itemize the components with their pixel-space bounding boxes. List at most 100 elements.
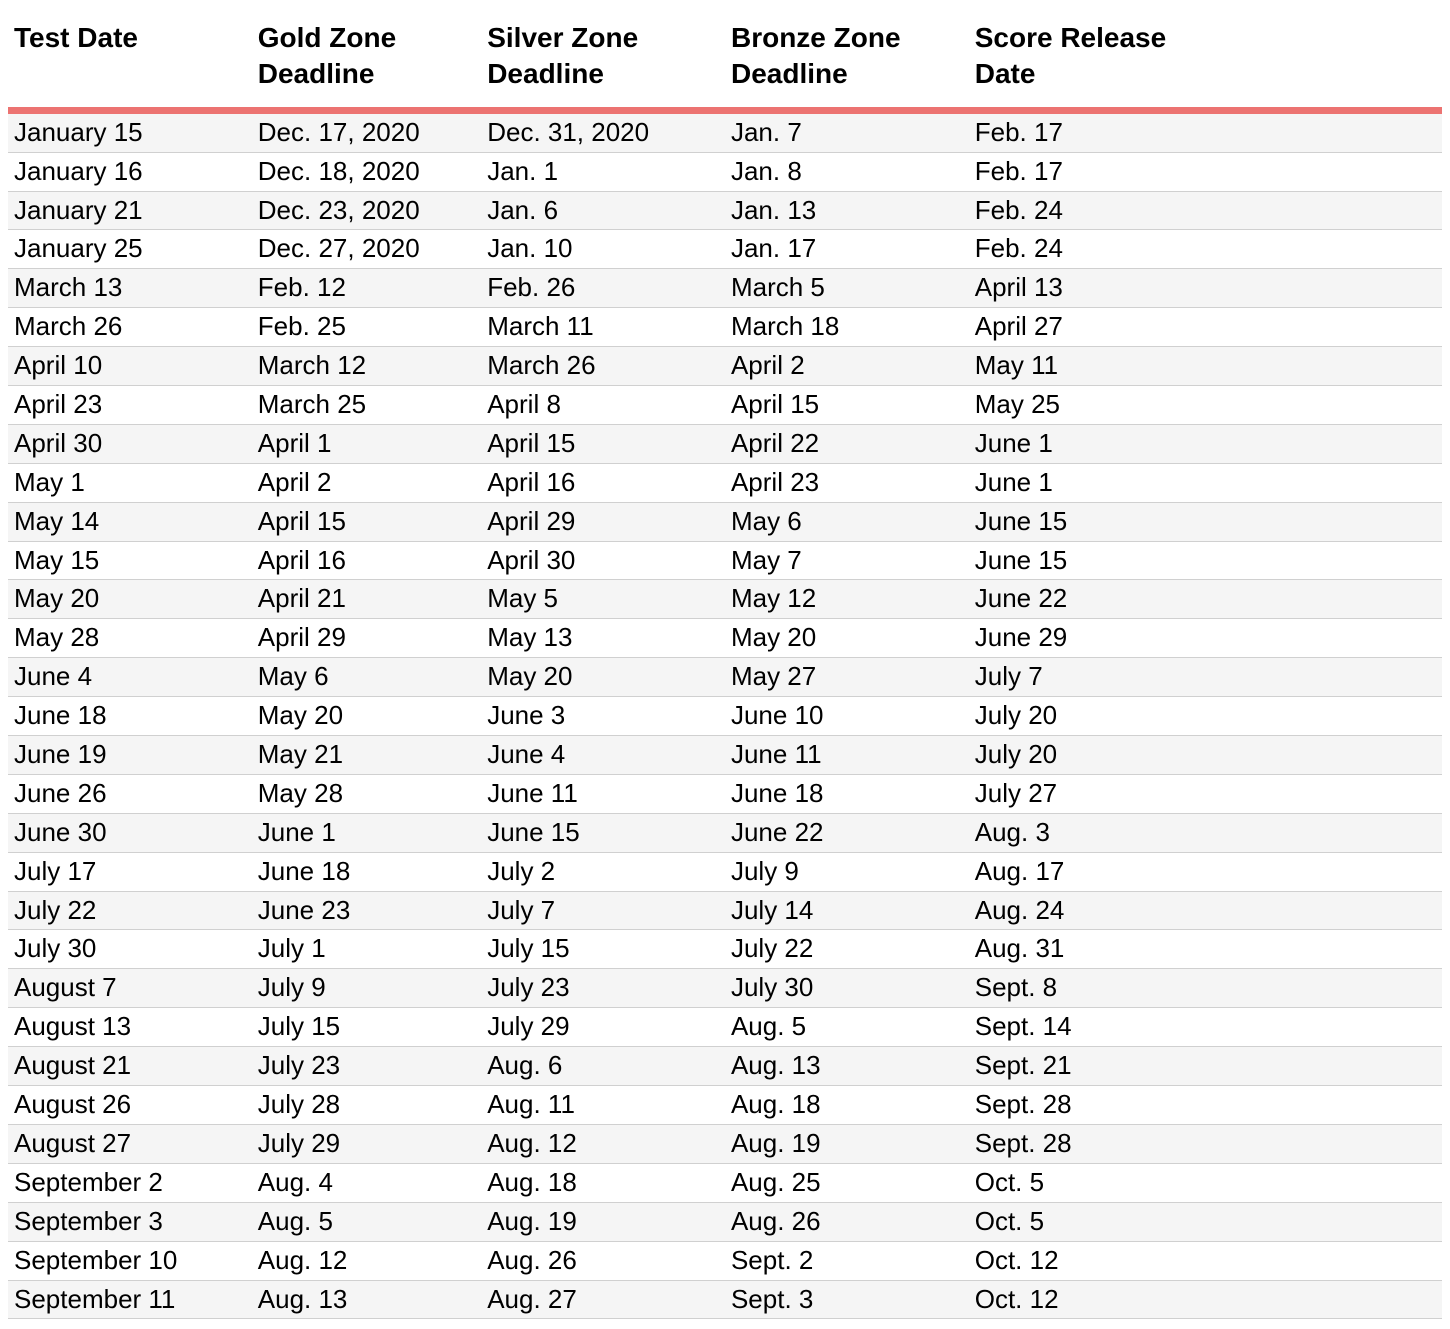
table-row: June 26May 28June 11June 18July 27	[8, 774, 1442, 813]
cell-score-release: Aug. 3	[969, 813, 1442, 852]
cell-gold-zone: July 15	[252, 1008, 481, 1047]
table-row: August 21July 23Aug. 6Aug. 13Sept. 21	[8, 1047, 1442, 1086]
cell-test-date: May 1	[8, 463, 252, 502]
cell-test-date: April 10	[8, 347, 252, 386]
cell-test-date: July 22	[8, 891, 252, 930]
col-header-label: Test Date	[14, 22, 138, 53]
cell-score-release: June 1	[969, 463, 1442, 502]
cell-bronze-zone: April 15	[725, 386, 969, 425]
cell-gold-zone: May 6	[252, 658, 481, 697]
cell-score-release: Oct. 5	[969, 1163, 1442, 1202]
cell-gold-zone: May 28	[252, 774, 481, 813]
cell-bronze-zone: Aug. 13	[725, 1047, 969, 1086]
cell-test-date: June 18	[8, 697, 252, 736]
cell-bronze-zone: Aug. 26	[725, 1202, 969, 1241]
cell-bronze-zone: Jan. 7	[725, 110, 969, 152]
cell-score-release: Sept. 21	[969, 1047, 1442, 1086]
cell-gold-zone: July 28	[252, 1086, 481, 1125]
cell-silver-zone: Aug. 27	[481, 1280, 725, 1319]
cell-score-release: May 11	[969, 347, 1442, 386]
cell-score-release: Feb. 24	[969, 191, 1442, 230]
cell-bronze-zone: April 22	[725, 424, 969, 463]
cell-gold-zone: July 1	[252, 930, 481, 969]
cell-bronze-zone: June 22	[725, 813, 969, 852]
cell-test-date: April 23	[8, 386, 252, 425]
cell-silver-zone: Aug. 11	[481, 1086, 725, 1125]
cell-score-release: June 1	[969, 424, 1442, 463]
cell-test-date: April 30	[8, 424, 252, 463]
table-row: August 26July 28Aug. 11Aug. 18Sept. 28	[8, 1086, 1442, 1125]
cell-test-date: May 28	[8, 619, 252, 658]
cell-bronze-zone: Jan. 8	[725, 152, 969, 191]
table-row: May 1April 2April 16April 23June 1	[8, 463, 1442, 502]
cell-silver-zone: Aug. 6	[481, 1047, 725, 1086]
cell-score-release: Oct. 12	[969, 1241, 1442, 1280]
cell-score-release: Feb. 17	[969, 152, 1442, 191]
cell-gold-zone: April 2	[252, 463, 481, 502]
table-row: January 15Dec. 17, 2020Dec. 31, 2020Jan.…	[8, 110, 1442, 152]
cell-silver-zone: May 20	[481, 658, 725, 697]
cell-gold-zone: June 18	[252, 852, 481, 891]
col-header-label: Gold ZoneDeadline	[258, 22, 396, 89]
table-row: August 7July 9July 23July 30Sept. 8	[8, 969, 1442, 1008]
cell-score-release: May 25	[969, 386, 1442, 425]
col-header-gold-zone: Gold ZoneDeadline	[252, 10, 481, 110]
cell-test-date: September 10	[8, 1241, 252, 1280]
cell-test-date: August 27	[8, 1124, 252, 1163]
cell-silver-zone: May 13	[481, 619, 725, 658]
cell-gold-zone: Dec. 17, 2020	[252, 110, 481, 152]
cell-test-date: June 26	[8, 774, 252, 813]
cell-test-date: May 20	[8, 580, 252, 619]
cell-test-date: May 14	[8, 502, 252, 541]
cell-test-date: August 7	[8, 969, 252, 1008]
cell-silver-zone: Jan. 1	[481, 152, 725, 191]
cell-gold-zone: Aug. 13	[252, 1280, 481, 1319]
cell-score-release: June 15	[969, 541, 1442, 580]
cell-silver-zone: July 23	[481, 969, 725, 1008]
cell-gold-zone: Feb. 25	[252, 308, 481, 347]
table-row: May 28April 29May 13May 20June 29	[8, 619, 1442, 658]
table-row: July 17June 18July 2July 9Aug. 17	[8, 852, 1442, 891]
cell-gold-zone: Aug. 4	[252, 1163, 481, 1202]
cell-score-release: June 22	[969, 580, 1442, 619]
table-row: June 4May 6May 20May 27July 7	[8, 658, 1442, 697]
cell-test-date: January 16	[8, 152, 252, 191]
col-header-label: Bronze ZoneDeadline	[731, 22, 901, 89]
cell-silver-zone: Feb. 26	[481, 269, 725, 308]
cell-test-date: June 4	[8, 658, 252, 697]
cell-silver-zone: Aug. 18	[481, 1163, 725, 1202]
col-header-label: Silver ZoneDeadline	[487, 22, 638, 89]
table-row: August 13July 15July 29Aug. 5Sept. 14	[8, 1008, 1442, 1047]
cell-test-date: July 30	[8, 930, 252, 969]
cell-bronze-zone: March 18	[725, 308, 969, 347]
cell-gold-zone: April 15	[252, 502, 481, 541]
cell-score-release: April 13	[969, 269, 1442, 308]
cell-bronze-zone: June 10	[725, 697, 969, 736]
cell-test-date: August 21	[8, 1047, 252, 1086]
table-row: May 14April 15April 29May 6June 15	[8, 502, 1442, 541]
cell-bronze-zone: June 11	[725, 736, 969, 775]
cell-gold-zone: April 29	[252, 619, 481, 658]
cell-test-date: January 25	[8, 230, 252, 269]
cell-gold-zone: April 1	[252, 424, 481, 463]
table-row: April 30April 1April 15April 22June 1	[8, 424, 1442, 463]
table-row: March 13Feb. 12Feb. 26March 5April 13	[8, 269, 1442, 308]
cell-silver-zone: July 15	[481, 930, 725, 969]
cell-silver-zone: Dec. 31, 2020	[481, 110, 725, 152]
cell-test-date: January 15	[8, 110, 252, 152]
cell-silver-zone: Aug. 19	[481, 1202, 725, 1241]
cell-bronze-zone: May 12	[725, 580, 969, 619]
cell-score-release: July 7	[969, 658, 1442, 697]
cell-bronze-zone: May 27	[725, 658, 969, 697]
cell-bronze-zone: May 6	[725, 502, 969, 541]
table-row: July 22June 23July 7July 14Aug. 24	[8, 891, 1442, 930]
cell-gold-zone: April 16	[252, 541, 481, 580]
table-row: January 16Dec. 18, 2020Jan. 1Jan. 8Feb. …	[8, 152, 1442, 191]
table-row: September 2Aug. 4Aug. 18Aug. 25Oct. 5	[8, 1163, 1442, 1202]
cell-bronze-zone: Jan. 13	[725, 191, 969, 230]
cell-silver-zone: July 2	[481, 852, 725, 891]
table-row: January 25Dec. 27, 2020Jan. 10Jan. 17Feb…	[8, 230, 1442, 269]
cell-gold-zone: May 20	[252, 697, 481, 736]
cell-bronze-zone: Aug. 19	[725, 1124, 969, 1163]
cell-score-release: July 20	[969, 736, 1442, 775]
